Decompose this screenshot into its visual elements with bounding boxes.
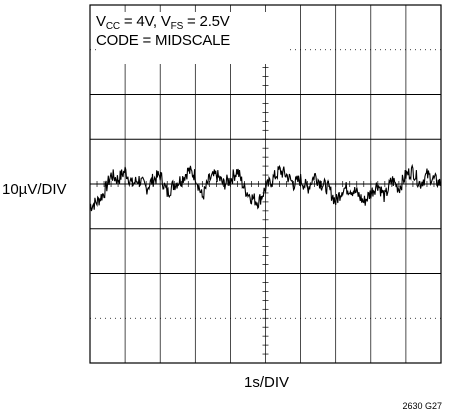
- x-scale-label: 1s/DIV: [244, 374, 290, 391]
- figure-id: 2630 G27: [402, 401, 442, 411]
- conditions-legend: VCC = 4V, VFS = 2.5V CODE = MIDSCALE: [96, 12, 286, 64]
- y-scale-label: 10µV/DIV: [2, 181, 67, 198]
- noise-trace: [89, 163, 442, 212]
- legend-line-supply: VCC = 4V, VFS = 2.5V: [96, 13, 230, 32]
- graticule: [90, 5, 441, 363]
- legend-line-code: CODE = MIDSCALE: [96, 32, 231, 49]
